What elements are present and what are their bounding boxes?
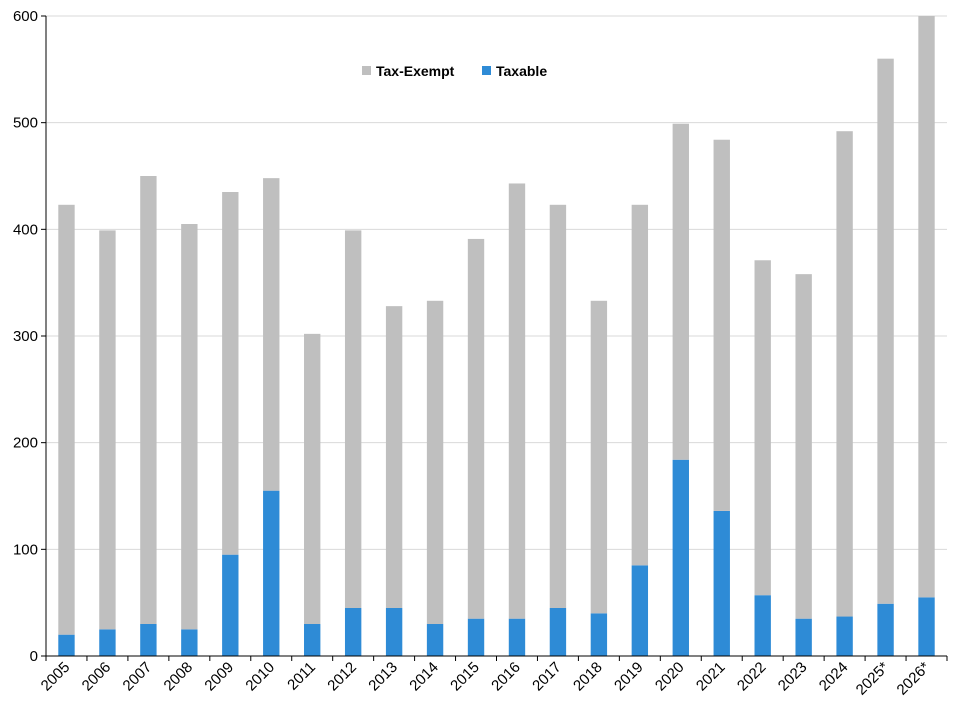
- bar-tax-exempt-2015: [467, 238, 485, 619]
- x-tick-label: 2026*: [894, 659, 934, 699]
- x-tick-label: 2020: [652, 659, 688, 695]
- bar-tax-exempt-2019: [631, 204, 649, 566]
- bar-taxable-2018: [590, 613, 608, 656]
- x-tick-label: 2015: [447, 659, 483, 695]
- bar-taxable-2025: [877, 603, 894, 656]
- x-tick-label: 2009: [202, 659, 238, 695]
- bar-taxable-2007: [140, 624, 157, 656]
- bar-tax-exempt-2010: [263, 178, 280, 491]
- bar-tax-exempt-2014: [426, 300, 444, 624]
- bar-tax-exempt-2009: [222, 192, 239, 555]
- bar-taxable-2022: [754, 595, 771, 656]
- x-tick-label: 2025*: [853, 659, 893, 699]
- bar-taxable-2019: [631, 565, 649, 656]
- y-tick-label: 500: [13, 115, 38, 132]
- y-axis-ticks: 0 100 200 300 400 500 600: [13, 8, 46, 665]
- x-tick-label: 2006: [79, 659, 115, 695]
- bar-taxable-2016: [508, 618, 526, 656]
- bar-tax-exempt-2018: [590, 300, 608, 614]
- x-tick-label: 2008: [161, 659, 197, 695]
- bar-taxable-2010: [263, 490, 280, 656]
- y-tick-label: 600: [13, 8, 38, 25]
- bar-tax-exempt-2012: [344, 230, 362, 608]
- bar-taxable-2008: [181, 629, 198, 656]
- bar-taxable-2021: [713, 510, 730, 656]
- bar-tax-exempt-2020: [672, 123, 689, 460]
- bar-taxable-2023: [795, 618, 812, 656]
- bar-tax-exempt-2017: [549, 204, 567, 609]
- x-tick-label: 2017: [529, 659, 565, 695]
- y-tick-label: 200: [13, 435, 38, 452]
- x-tick-label: 2014: [406, 659, 442, 695]
- bar-taxable-2009: [222, 554, 239, 656]
- bar-tax-exempt-2006: [99, 230, 116, 630]
- bar-tax-exempt-2022: [754, 260, 771, 596]
- x-tick-label: 2016: [488, 659, 524, 695]
- legend-label-tax-exempt: Tax-Exempt: [376, 63, 455, 79]
- bar-taxable-2024: [836, 616, 853, 656]
- y-tick-label: 300: [13, 328, 38, 345]
- bar-taxable-2006: [99, 629, 116, 656]
- bar-tax-exempt-2016: [508, 183, 526, 619]
- legend-swatch-tax-exempt: [362, 66, 371, 75]
- x-tick-label: 2018: [570, 659, 606, 695]
- x-tick-label: 2010: [242, 659, 278, 695]
- bar-tax-exempt-2021: [713, 139, 730, 511]
- y-tick-label: 0: [30, 648, 38, 665]
- bar-tax-exempt-2008: [181, 224, 198, 630]
- x-tick-label: 2024: [816, 659, 852, 695]
- bar-taxable-2012: [344, 608, 362, 656]
- bar-tax-exempt-2026: [918, 16, 935, 598]
- x-tick-label: 2005: [38, 659, 74, 695]
- x-tick-label: 2007: [120, 659, 156, 695]
- y-tick-label: 100: [13, 541, 38, 558]
- bar-taxable-2014: [426, 624, 444, 656]
- bar-taxable-2026: [918, 597, 935, 656]
- x-axis-ticks: 2005 2006 2007 2008 2009 2010 2011 2012 2013 2014…: [38, 656, 948, 699]
- x-tick-label: 2023: [775, 659, 811, 695]
- bar-tax-exempt-2005: [58, 204, 75, 635]
- bar-taxable-2011: [304, 624, 321, 656]
- bar-tax-exempt-2025: [877, 58, 894, 604]
- legend: Tax-Exempt Taxable: [362, 63, 547, 79]
- x-tick-label: 2012: [324, 659, 360, 695]
- legend-swatch-taxable: [482, 66, 491, 75]
- bar-tax-exempt-2023: [795, 274, 812, 619]
- legend-label-taxable: Taxable: [496, 63, 547, 79]
- bars: [58, 16, 935, 656]
- bar-taxable-2015: [467, 618, 485, 656]
- bar-tax-exempt-2007: [140, 176, 157, 624]
- bar-taxable-2017: [549, 608, 567, 656]
- bar-taxable-2005: [58, 634, 75, 656]
- bar-taxable-2020: [672, 459, 689, 656]
- x-tick-label: 2021: [693, 659, 729, 695]
- x-tick-label: 2013: [365, 659, 401, 695]
- y-tick-label: 400: [13, 221, 38, 238]
- x-tick-label: 2011: [284, 659, 319, 694]
- x-tick-label: 2019: [611, 659, 647, 695]
- bar-taxable-2013: [385, 608, 403, 656]
- bar-tax-exempt-2024: [836, 131, 853, 617]
- bar-tax-exempt-2011: [304, 333, 321, 624]
- x-tick-label: 2022: [734, 659, 770, 695]
- bar-tax-exempt-2013: [385, 306, 403, 608]
